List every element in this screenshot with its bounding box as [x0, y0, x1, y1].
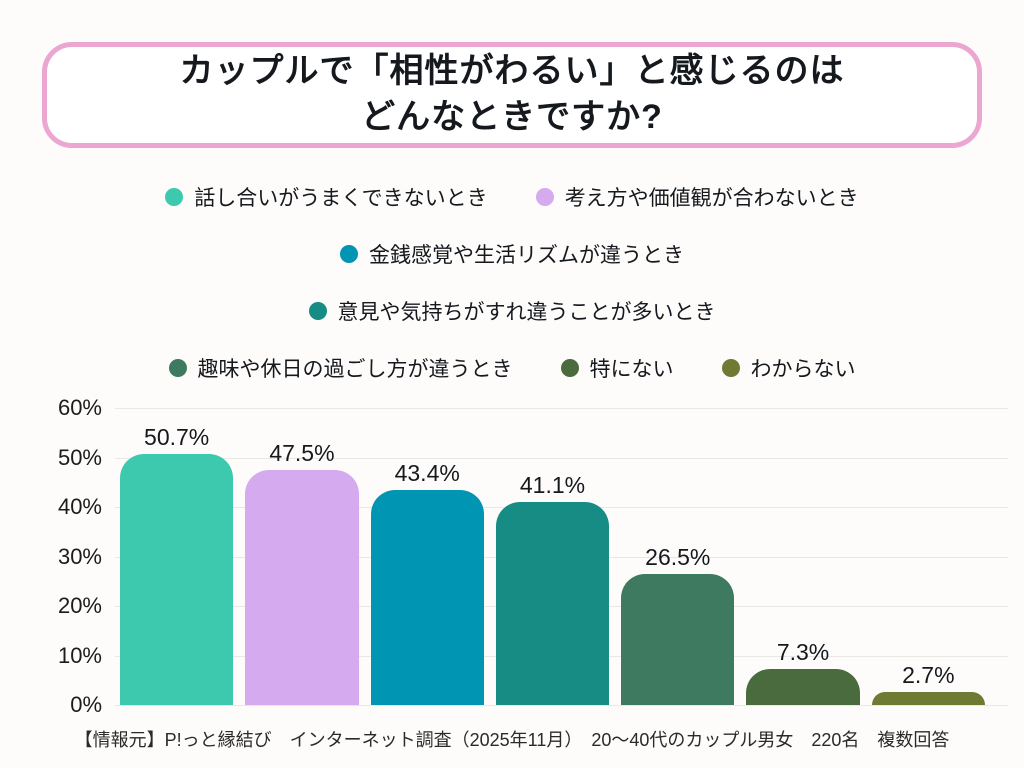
bar-chart: 60% 50% 40% 30% 20% 10% 0% 50.7% 47.5% 43.4% 41.1%… [0, 395, 1024, 717]
chart-legend: 話し合いがうまくできないとき 考え方や価値観が合わないとき 金銭感覚や生活リズム… [0, 183, 1024, 411]
legend-label: 考え方や価値観が合わないとき [564, 187, 859, 210]
bar-value-label: 26.5% [645, 544, 711, 570]
bar [245, 470, 359, 705]
legend-label: 意見や気持ちがすれ違うことが多いとき [337, 301, 716, 324]
gridline [115, 408, 1008, 409]
y-axis-tick-label: 40% [57, 494, 102, 519]
bar-value-label: 41.1% [519, 472, 586, 498]
legend-label: 趣味や休日の過ごし方が違うとき [197, 358, 513, 381]
y-axis-tick-label: 20% [57, 593, 102, 618]
y-axis-tick-label: 60% [57, 395, 102, 420]
bars: 50.7% 47.5% 43.4% 41.1% 26.5% 7.3% 2.7% [120, 408, 985, 705]
bar-group: 43.4% [370, 408, 484, 705]
legend-dot-icon [308, 302, 327, 320]
source-note: 【情報元】P!っと縁結び インターネット調査（2025年11月） 20〜40代の… [74, 730, 950, 750]
page-title-line2: どんなときですか? [361, 98, 663, 136]
legend-row-3: 意見や気持ちがすれ違うことが多いとき [0, 297, 1024, 325]
legend-dot-icon [168, 359, 187, 377]
bar-group: 41.1% [495, 408, 610, 705]
page-title-line1: カップルで「相性がわるい」と感じるのは [179, 52, 845, 91]
legend-item: 考え方や価値観が合わないとき [535, 183, 859, 211]
gridline [115, 457, 1008, 459]
bar-value-label: 50.7% [144, 424, 210, 450]
legend-item: わからない [721, 354, 856, 382]
legend-row-2: 金銭感覚や生活リズムが違うとき [0, 240, 1024, 268]
legend-label: わからない [750, 358, 856, 381]
legend-dot-icon [165, 188, 184, 206]
legend-row-1: 話し合いがうまくできないとき 考え方や価値観が合わないとき [0, 183, 1024, 211]
legend-item: 話し合いがうまくできないとき [165, 183, 488, 211]
bar-value-label: 43.4% [394, 460, 460, 486]
bar [120, 454, 234, 705]
legend-dot-icon [721, 359, 740, 377]
bar-group: 2.7% [871, 408, 985, 705]
title-box: カップルで「相性がわるい」と感じるのは どんなときですか? [42, 42, 982, 148]
y-axis-tick-label: 10% [57, 642, 102, 668]
legend-item: 趣味や休日の過ごし方が違うとき [168, 354, 513, 382]
bar [621, 574, 735, 705]
bar [495, 502, 610, 705]
bar-group: 47.5% [245, 408, 359, 705]
y-axis-tick-label: 50% [57, 444, 102, 470]
y-axis-tick-label: 0% [70, 692, 102, 717]
plot-area: 60% 50% 40% 30% 20% 10% 0% 50.7% 47.5% 43.4% 41.1%… [58, 395, 1008, 717]
bar [871, 692, 985, 705]
legend-label: 特にない [589, 358, 674, 381]
legend-dot-icon [535, 188, 554, 206]
bar-value-label: 47.5% [269, 440, 335, 466]
legend-label: 金銭感覚や生活リズムが違うとき [369, 244, 684, 267]
legend-label: 話し合いがうまくできないとき [194, 187, 488, 210]
legend-dot-icon [560, 359, 579, 377]
bar-value-label: 7.3% [776, 639, 830, 665]
legend-item: 特にない [560, 354, 674, 382]
legend-dot-icon [340, 245, 358, 263]
bar [746, 669, 860, 705]
bar-value-label: 2.7% [902, 662, 955, 688]
y-axis-tick-label: 30% [57, 543, 102, 569]
bar-group: 7.3% [746, 408, 860, 705]
gridline [115, 705, 1008, 706]
legend-item: 金銭感覚や生活リズムが違うとき [340, 240, 684, 268]
bar-group: 26.5% [621, 408, 735, 705]
legend-item: 意見や気持ちがすれ違うことが多いとき [308, 297, 716, 325]
bar [370, 490, 484, 705]
bar-group: 50.7% [120, 408, 234, 705]
legend-row-4: 趣味や休日の過ごし方が違うとき 特にない わからない [0, 354, 1024, 382]
